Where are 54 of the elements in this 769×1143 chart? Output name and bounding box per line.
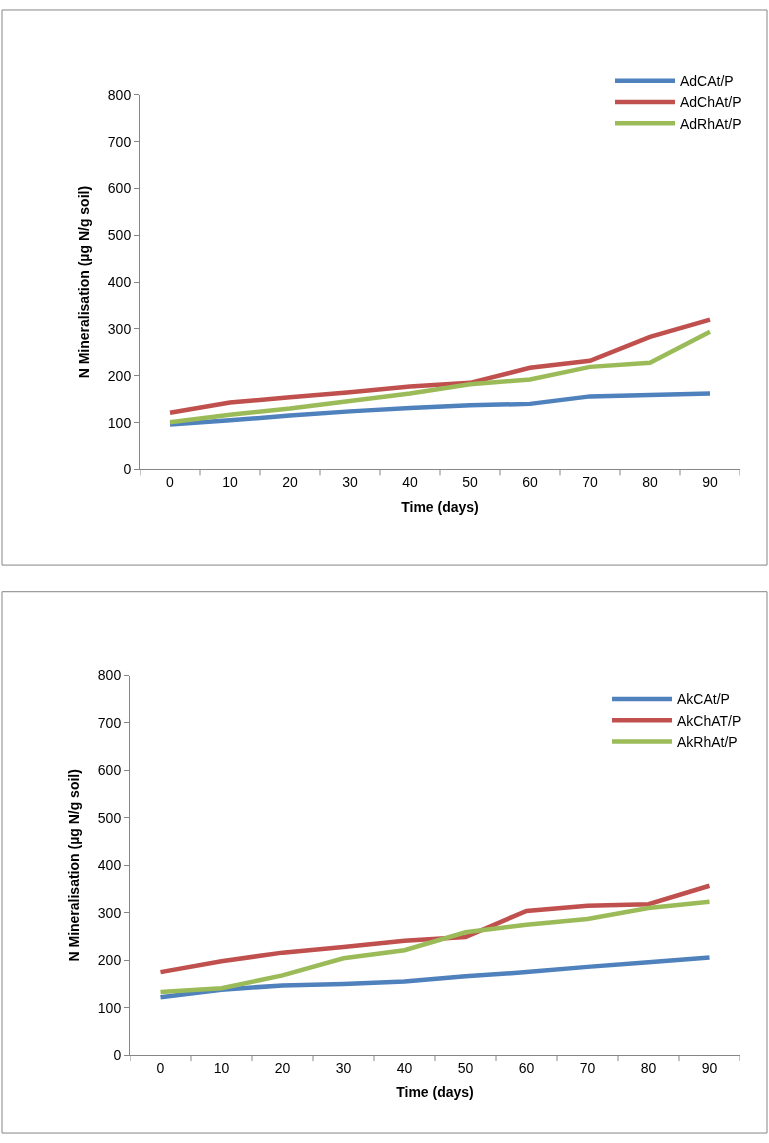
x-tick-label: 60 <box>518 1059 535 1076</box>
x-tick-label: 40 <box>396 1059 413 1076</box>
legend-label: AkCAt/P <box>677 691 730 708</box>
legend-label: AdRhAt/P <box>680 115 742 132</box>
y-tick-label: 100 <box>97 999 122 1016</box>
x-tick-label: 70 <box>582 474 598 491</box>
x-tick-label: 40 <box>402 474 418 491</box>
y-tick-label: 600 <box>107 180 132 197</box>
y-tick-label: 800 <box>97 667 122 684</box>
y-axis-title: N Mineralisation (µg N/g soil) <box>66 769 83 962</box>
y-tick-label: 700 <box>107 133 132 150</box>
x-tick-label: 0 <box>156 1059 165 1076</box>
x-tick-label: 0 <box>166 474 175 491</box>
y-tick-label: 100 <box>107 414 132 431</box>
x-axis-title: Time (days) <box>401 498 479 515</box>
y-tick-label: 400 <box>107 274 132 291</box>
legend-label: AdChAt/P <box>680 94 742 111</box>
x-tick-label: 90 <box>702 474 718 491</box>
x-tick-label: 80 <box>642 474 658 491</box>
y-tick-label: 600 <box>97 762 122 779</box>
y-tick-label: 0 <box>123 461 132 478</box>
legend-label: AkChAT/P <box>677 712 742 729</box>
x-tick-label: 80 <box>640 1059 657 1076</box>
y-tick-label: 500 <box>97 809 122 826</box>
y-tick-label: 0 <box>113 1047 122 1064</box>
line-series <box>158 955 712 1000</box>
x-tick-label: 60 <box>522 474 538 491</box>
line-series <box>167 329 713 425</box>
y-tick-label: 200 <box>97 952 122 969</box>
x-tick-label: 30 <box>342 474 358 491</box>
x-axis-title: Time (days) <box>396 1084 474 1101</box>
x-tick-label: 50 <box>457 1059 474 1076</box>
y-tick-label: 300 <box>97 904 122 921</box>
x-tick-label: 30 <box>335 1059 352 1076</box>
x-tick-label: 10 <box>222 474 238 491</box>
y-axis-title: N Mineralisation (µg N/g soil) <box>76 185 93 379</box>
y-tick-label: 200 <box>107 367 132 384</box>
y-tick-label: 500 <box>107 227 132 244</box>
x-tick-label: 20 <box>282 474 298 491</box>
x-tick-label: 10 <box>213 1059 230 1076</box>
y-tick-label: 800 <box>107 86 132 103</box>
line-series <box>158 899 712 995</box>
y-tick-label: 700 <box>97 714 122 731</box>
y-tick-label: 400 <box>97 857 122 874</box>
legend-label: AdCAt/P <box>680 73 734 90</box>
line-series <box>167 391 713 427</box>
line-series <box>158 883 712 975</box>
x-tick-label: 20 <box>274 1059 291 1076</box>
legend-label: AkRhAt/P <box>677 733 738 750</box>
y-tick-label: 300 <box>107 320 132 337</box>
x-tick-label: 50 <box>462 474 478 491</box>
line-series <box>167 317 713 416</box>
x-tick-label: 90 <box>701 1059 718 1076</box>
x-tick-label: 70 <box>579 1059 596 1076</box>
